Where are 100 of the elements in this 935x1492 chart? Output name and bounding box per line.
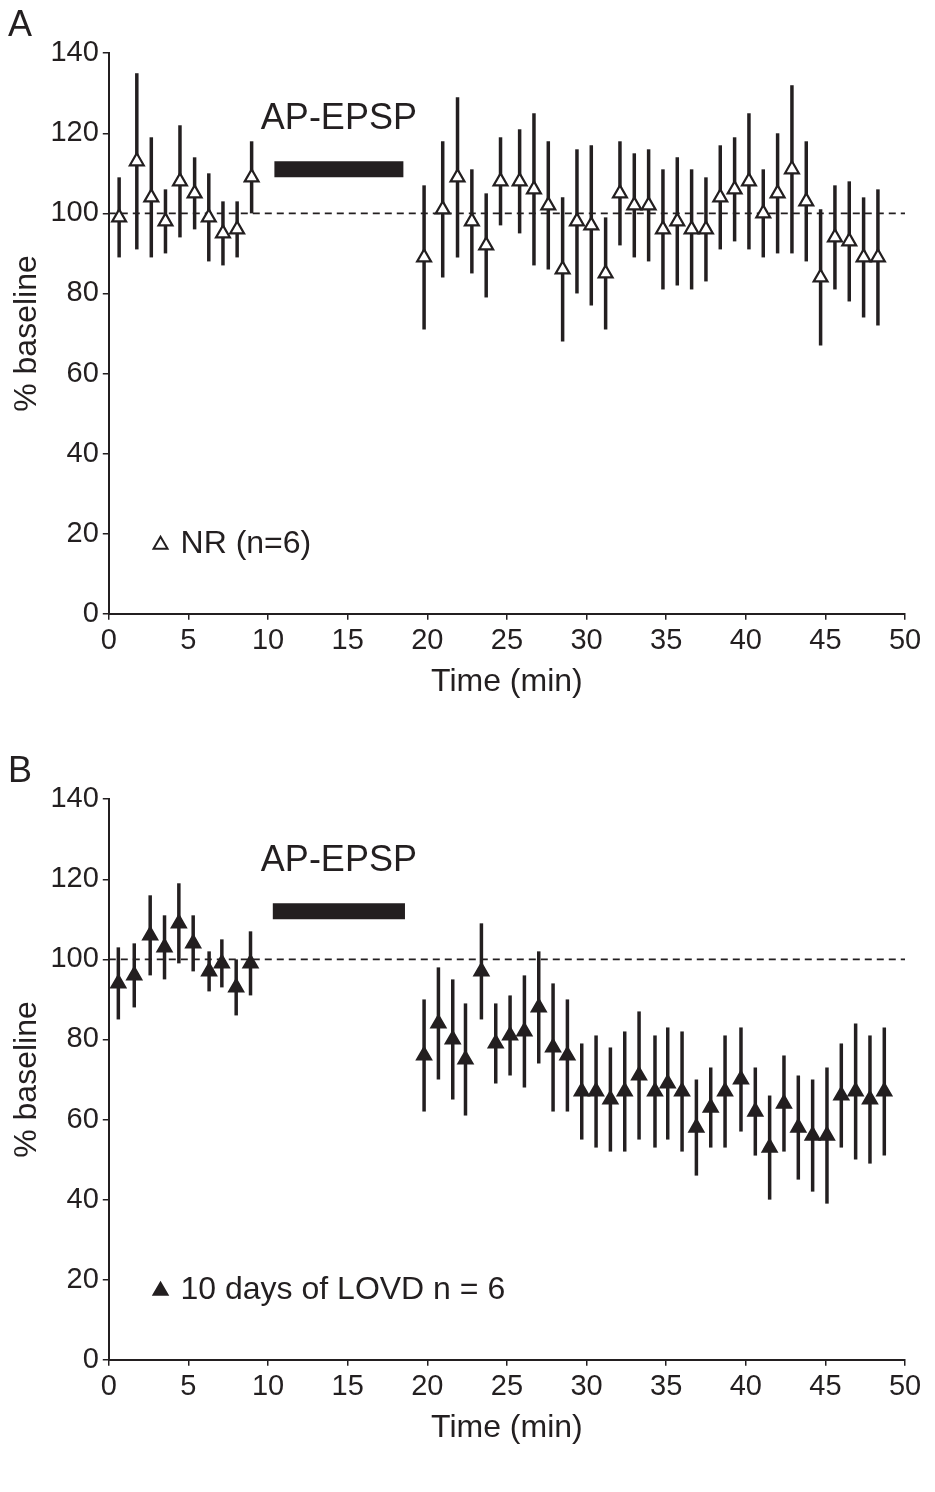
point (775, 1094, 792, 1109)
x-tick-label: 20 (411, 623, 444, 656)
point (783, 160, 800, 175)
point (732, 1070, 750, 1085)
point (478, 236, 495, 251)
point (559, 1046, 576, 1061)
y-tick-label: 120 (50, 115, 99, 148)
x-tick-label: 30 (570, 623, 603, 656)
point (242, 954, 259, 969)
x-tick-label: 40 (729, 623, 762, 656)
x-axis-title: Time (min) (431, 1407, 583, 1444)
point (416, 1046, 433, 1061)
x-tick-label: 45 (809, 623, 842, 656)
point (156, 938, 173, 953)
point (228, 978, 245, 993)
point (492, 172, 509, 187)
point (243, 168, 260, 183)
y-tick-label: 140 (50, 781, 99, 814)
point (602, 1090, 619, 1105)
point (545, 1038, 562, 1053)
point (611, 184, 628, 199)
point (463, 212, 480, 227)
point (847, 1082, 864, 1097)
point (111, 208, 128, 223)
point (430, 1014, 447, 1029)
point (201, 962, 218, 977)
point (769, 184, 786, 199)
point (157, 212, 174, 227)
point (869, 248, 886, 263)
point (790, 1118, 807, 1133)
point (674, 1082, 691, 1097)
point (126, 966, 143, 981)
legend-label: NR (n=6) (180, 523, 312, 560)
x-tick-label: 5 (180, 623, 197, 656)
point (449, 168, 466, 183)
point (646, 1082, 664, 1097)
point (616, 1082, 633, 1097)
point (833, 1086, 850, 1101)
y-tick-label: 80 (66, 1021, 99, 1054)
point (631, 1066, 648, 1081)
point (841, 232, 858, 247)
x-tick-label: 20 (411, 1369, 444, 1402)
point (573, 1082, 590, 1097)
point (818, 1126, 835, 1141)
y-tick-label: 40 (66, 435, 99, 468)
y-tick-label: 60 (66, 355, 99, 388)
x-tick-label: 25 (490, 1369, 524, 1402)
point (229, 220, 246, 235)
point (200, 208, 217, 223)
x-tick-label: 30 (570, 1369, 603, 1402)
annotation: AP-EPSP (260, 838, 417, 880)
point (717, 1082, 734, 1097)
point (626, 196, 643, 211)
y-tick-label: 120 (50, 861, 99, 894)
point (530, 998, 547, 1013)
point (502, 1026, 519, 1041)
point (525, 180, 542, 195)
point (702, 1098, 719, 1113)
chart-title: B (8, 748, 33, 790)
x-tick-label: 35 (650, 623, 683, 656)
point (747, 1102, 764, 1117)
point (876, 1082, 893, 1097)
point (110, 974, 127, 989)
y-tick-label: 100 (50, 941, 99, 974)
point (804, 1126, 821, 1141)
y-tick-label: 20 (66, 515, 99, 548)
point (588, 1082, 605, 1097)
point (740, 172, 757, 187)
point (434, 200, 451, 215)
legend-label: 10 days of LOVD n = 6 (180, 1269, 506, 1306)
x-tick-label: 25 (490, 623, 524, 656)
x-tick-label: 50 (888, 1369, 922, 1402)
point (186, 184, 203, 199)
point (583, 216, 600, 231)
point (798, 192, 815, 207)
y-tick-label: 0 (82, 1341, 99, 1374)
point (444, 1030, 461, 1045)
point (597, 264, 614, 279)
point (457, 1050, 474, 1065)
point (640, 196, 657, 211)
y-tick-label: 80 (66, 275, 99, 308)
annotation: AP-EPSP (260, 96, 417, 138)
point (473, 962, 490, 977)
x-tick-label: 15 (331, 623, 364, 656)
point (511, 172, 528, 187)
x-tick-label: 15 (331, 1369, 364, 1402)
point (761, 1138, 778, 1153)
point (812, 268, 829, 283)
point (142, 926, 159, 941)
chart-title: A (8, 2, 33, 44)
y-tick-label: 40 (66, 1181, 99, 1214)
point (568, 212, 585, 227)
y-tick-label: 0 (82, 595, 99, 628)
point (861, 1090, 878, 1105)
y-axis-title: % baseline (7, 1001, 44, 1158)
y-tick-label: 100 (50, 195, 99, 228)
point (185, 934, 202, 949)
point (697, 220, 714, 235)
point (214, 224, 231, 239)
point (554, 260, 571, 275)
